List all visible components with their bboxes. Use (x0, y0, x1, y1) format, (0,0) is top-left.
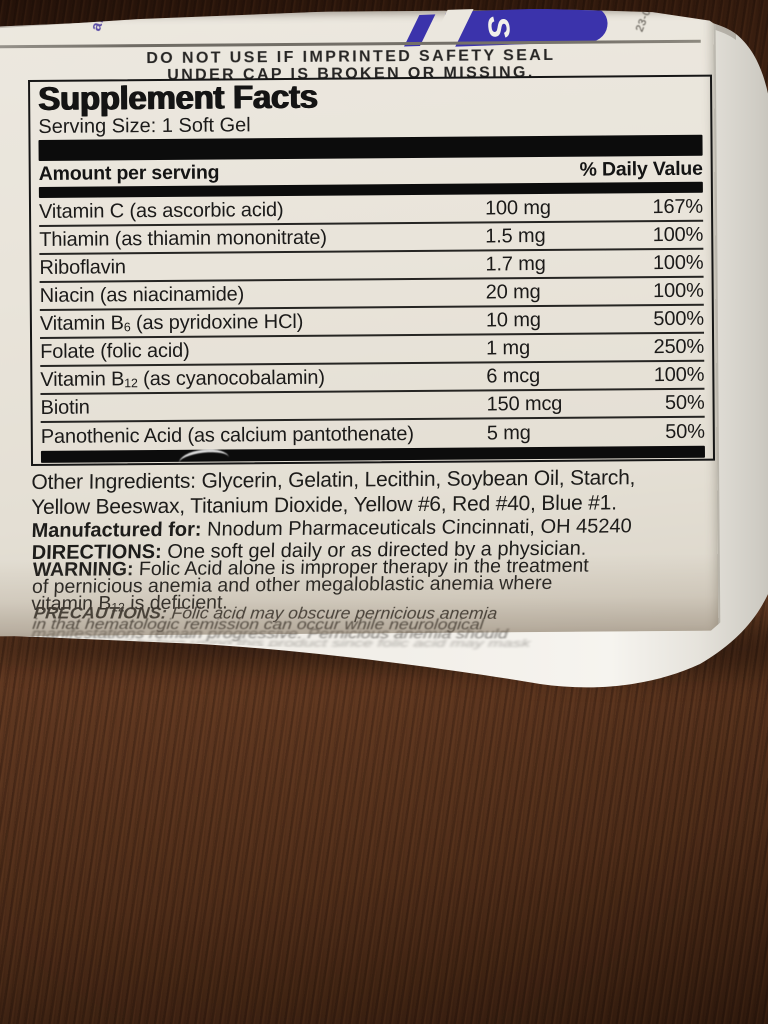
paragraph-line: PRECAUTIONS: Folic acid may obscure pern… (32, 603, 499, 623)
col-amount-per-serving: Amount per serving (38, 161, 220, 185)
nutrient-amount: 1.7 mg (485, 252, 546, 275)
nutrient-daily-value: 250% (653, 335, 705, 358)
nutrient-daily-value: 167% (652, 195, 704, 218)
nutrient-amount: 6 mcg (486, 364, 541, 387)
manufactured-label: Manufactured for: (31, 518, 202, 543)
nutrient-amount: 1.5 mg (485, 224, 546, 247)
nutrient-daily-value: 100% (653, 279, 704, 302)
nutrient-name: Vitamin C (as ascorbic acid) (38, 198, 284, 223)
nutrient-name: Biotin (40, 396, 90, 419)
nutrient-amount: 10 mg (485, 308, 541, 331)
nutrient-daily-value: 50% (664, 391, 705, 414)
nutrient-name: Thiamin (as thiamin mononitrate) (39, 226, 327, 251)
supplement-facts-box: Supplement Facts Serving Size: 1 Soft Ge… (28, 75, 715, 466)
other-ingredients: Other Ingredients: Glycerin, Gelatin, Le… (31, 465, 715, 520)
nutrient-name: Vitamin B6 (as pyridoxine HCl) (39, 310, 304, 335)
nutrient-daily-value: 500% (653, 307, 704, 330)
nutrient-name: Vitamin B12 (as cyanocobalamin) (40, 366, 325, 391)
facts-title: Supplement Facts (38, 77, 318, 117)
paragraph-line: manifestations remain progressive. Perni… (30, 626, 509, 642)
nutrient-name: Folate (folic acid) (40, 339, 190, 363)
nutrient-amount: 100 mg (484, 196, 551, 219)
precautions-block: PRECAUTIONS: Folic acid may obscure pern… (30, 603, 718, 646)
facts-rows: Vitamin C (as ascorbic acid) 100 mg 167% Th… (39, 194, 705, 451)
nutrient-name: Panothenic Acid (as calcium pantothenate… (40, 422, 414, 448)
paragraph-line: in that hematologic remission can occur … (31, 615, 485, 633)
nutrient-daily-value: 100% (652, 251, 704, 274)
col-daily-value: % Daily Value (579, 157, 703, 181)
nutrient-amount: 5 mg (486, 421, 531, 444)
nutrient-daily-value: 100% (652, 223, 704, 246)
nutrient-amount: 150 mcg (486, 392, 563, 415)
nutrient-name: Riboflavin (39, 255, 126, 279)
nutrient-amount: 20 mg (485, 280, 541, 303)
nutrient-name: Niacin (as niacinamide) (39, 282, 245, 307)
nutrient-daily-value: 50% (665, 420, 705, 443)
nutrient-daily-value: 100% (653, 363, 705, 386)
serving-size: Serving Size: 1 Soft Gel (38, 114, 251, 138)
nutrient-amount: 1 mg (486, 336, 531, 359)
label: als S 23-01 DO NOT USE IF IMPRINTED SAFE… (0, 9, 736, 655)
